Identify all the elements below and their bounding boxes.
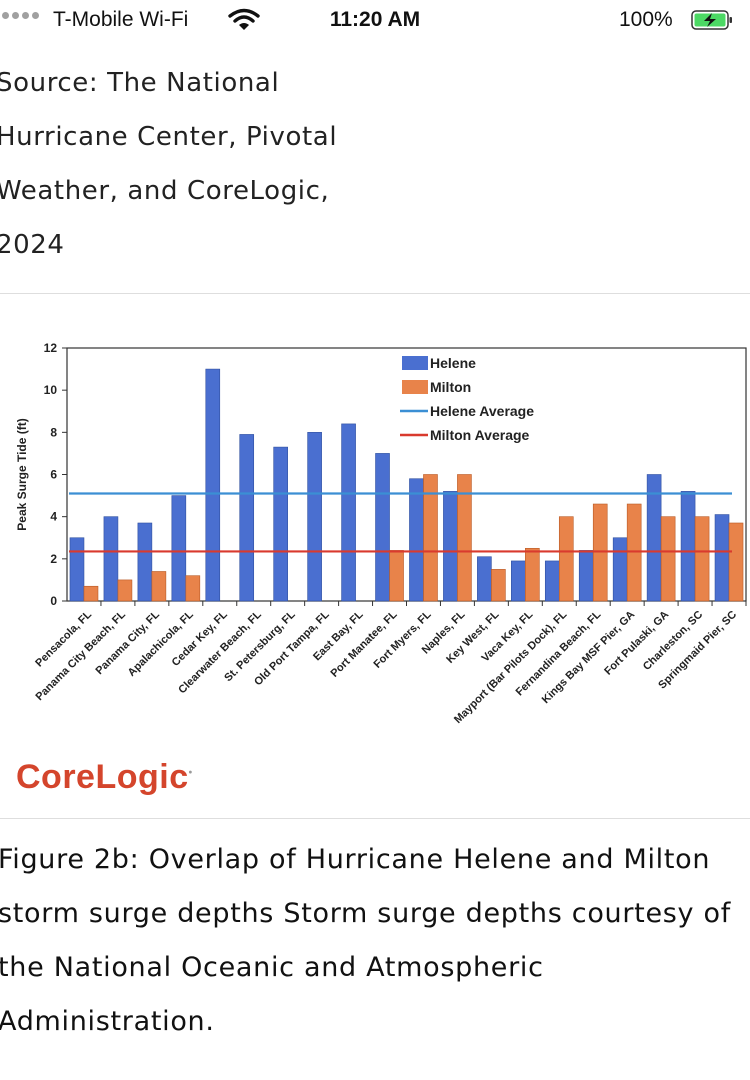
- bar-helene: [273, 446, 288, 602]
- bar-milton: [694, 516, 710, 602]
- legend-label: Helene Average: [430, 403, 534, 419]
- y-tick-label: 4: [50, 510, 57, 524]
- bar-helene: [612, 537, 628, 602]
- bar-milton: [151, 571, 167, 602]
- bar-milton: [83, 585, 99, 602]
- y-tick-label: 12: [44, 341, 58, 355]
- bar-helene: [714, 514, 730, 602]
- bar-milton: [389, 550, 404, 602]
- bar-milton: [660, 516, 676, 602]
- bar-milton: [423, 474, 438, 602]
- bar-helene: [103, 516, 119, 602]
- bar-milton: [558, 516, 574, 602]
- bar-helene: [511, 560, 526, 602]
- bar-helene: [409, 478, 424, 602]
- y-axis-label: Peak Surge Tide (ft): [15, 418, 29, 530]
- bar-milton: [117, 579, 133, 602]
- status-bar: T-Mobile Wi-Fi 11:20 AM 100%: [0, 0, 750, 40]
- corelogic-logo: CoreLogic•: [16, 758, 193, 796]
- y-tick-label: 6: [50, 468, 57, 482]
- bar-helene: [239, 434, 255, 602]
- bar-helene: [375, 453, 390, 602]
- bar-helene: [205, 368, 221, 602]
- bar-helene: [137, 522, 153, 602]
- bar-milton: [457, 474, 472, 602]
- y-tick-label: 8: [50, 425, 57, 439]
- legend-label: Helene: [430, 355, 476, 371]
- battery-percentage: 100%: [619, 8, 673, 31]
- bar-helene: [578, 550, 594, 602]
- wifi-icon: [228, 8, 260, 30]
- signal-strength-icon: [2, 12, 39, 19]
- legend-swatch-milton: [402, 380, 428, 394]
- y-tick-label: 2: [50, 552, 57, 566]
- logo-text: CoreLogic: [16, 758, 189, 796]
- y-tick-label: 0: [50, 594, 57, 608]
- bar-helene: [544, 560, 560, 602]
- bar-helene: [477, 556, 492, 602]
- figure-caption: Figure 2b: Overlap of Hurricane Helene a…: [0, 844, 731, 1037]
- source-text: Source: The National Hurricane Center, P…: [0, 68, 338, 260]
- bar-helene: [680, 491, 696, 602]
- legend-swatch-helene: [402, 356, 428, 370]
- bar-milton: [185, 575, 201, 602]
- clock: 11:20 AM: [329, 8, 421, 31]
- legend-label: Milton Average: [430, 427, 530, 443]
- bar-helene: [307, 432, 322, 602]
- legend-label: Milton: [430, 379, 471, 395]
- bar-milton: [728, 522, 744, 602]
- divider-top: [0, 293, 750, 294]
- divider-bottom: [0, 818, 750, 819]
- bar-helene: [341, 423, 356, 602]
- bar-milton: [491, 569, 506, 602]
- bar-helene: [443, 491, 458, 602]
- y-tick-label: 10: [44, 383, 58, 397]
- carrier-name: T-Mobile Wi-Fi: [53, 8, 189, 31]
- chart-figure: 0 2 4 6 8 10 12 Peak Surge Tide (ft) Pensacola, …: [0, 300, 750, 815]
- bar-milton: [525, 547, 540, 602]
- bar-helene: [171, 495, 187, 602]
- bar-helene: [69, 537, 85, 602]
- battery-charging-icon: [691, 10, 732, 30]
